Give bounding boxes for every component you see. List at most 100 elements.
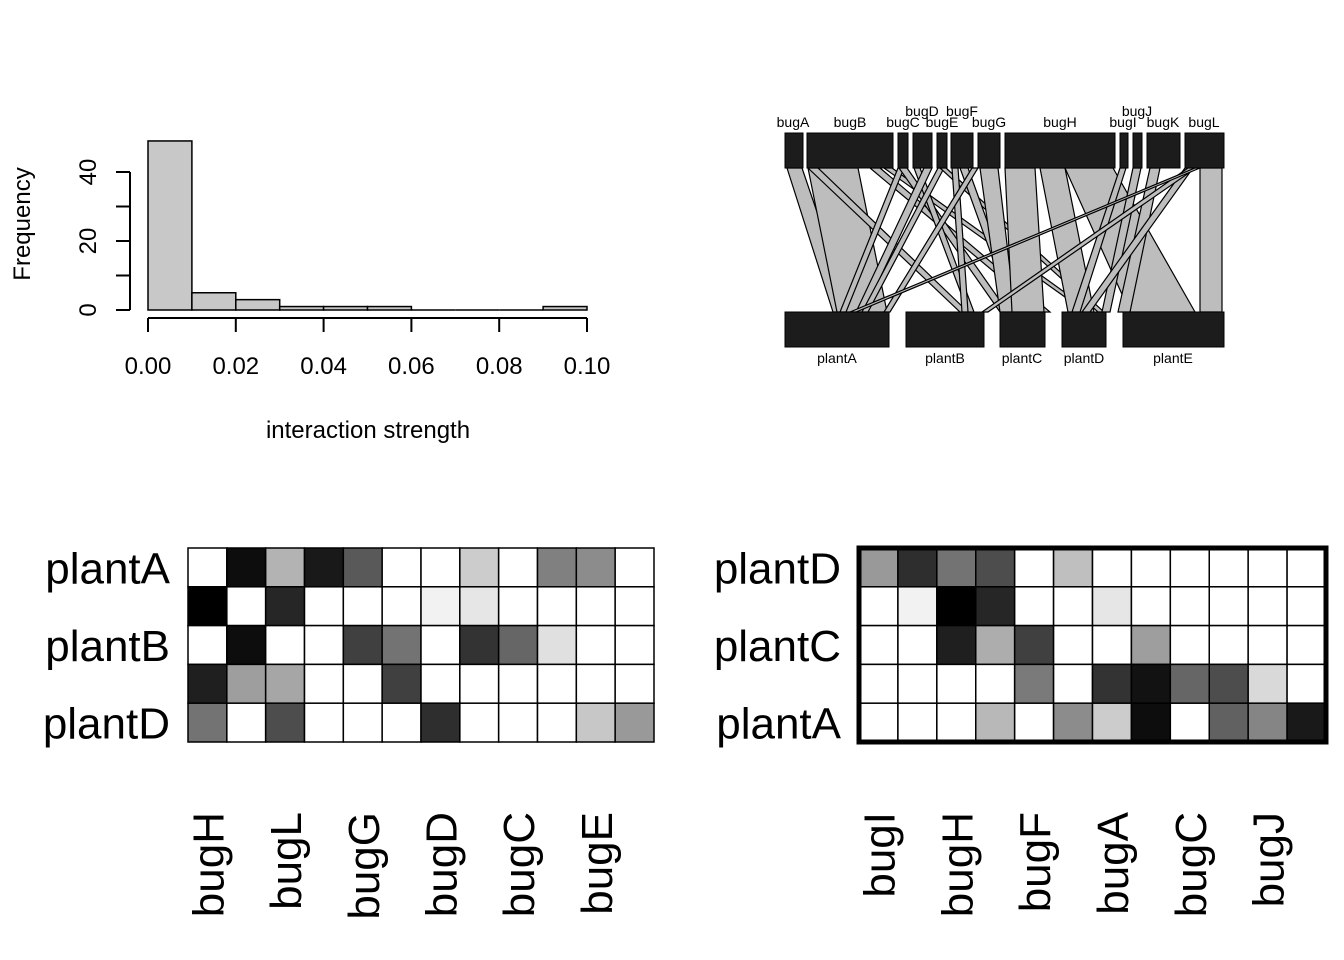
heatmap-cell	[1247, 663, 1288, 704]
upper-label: bugK	[1147, 114, 1180, 130]
heatmap-cell	[342, 547, 383, 588]
histogram-x-axis: 0.00 0.02 0.04 0.06 0.08 0.10	[125, 317, 611, 380]
heatmap-cell	[1013, 586, 1055, 627]
heatmap-cell	[1286, 586, 1327, 627]
heatmap-cell	[858, 702, 899, 743]
lower-label: plantE	[1153, 350, 1193, 366]
heatmap-cell	[1052, 547, 1094, 588]
heatmap-cell	[536, 624, 578, 666]
heatmap-cell	[381, 663, 422, 704]
heatmap-cell	[459, 702, 500, 743]
heatmap-cell	[303, 702, 345, 743]
heatmap-row-label: plantD	[714, 544, 841, 593]
heatmap-cell	[187, 586, 228, 627]
upper-label: bugF	[946, 103, 978, 119]
heatmap-cell	[975, 702, 1016, 743]
x-tick-label: 0.06	[388, 353, 435, 380]
heatmap-right-row-labels: plantD plantC plantA	[714, 544, 842, 748]
heatmap-cell	[381, 586, 422, 627]
heatmap-cell	[575, 586, 616, 627]
histogram-bar	[235, 298, 281, 311]
heatmap-cell	[1247, 624, 1288, 666]
heatmap-cell	[975, 624, 1016, 666]
heatmap-cell	[1052, 702, 1094, 743]
heatmap-cell	[1013, 624, 1055, 666]
heatmap-cell	[1013, 547, 1055, 588]
heatmap-cell	[936, 624, 977, 666]
heatmap-row-label: plantB	[45, 622, 170, 671]
heatmap-cell	[459, 547, 500, 588]
heatmap-cell	[420, 663, 461, 704]
heatmap-row-label: plantA	[716, 700, 841, 749]
heatmap-cell	[303, 624, 345, 666]
histogram-bar	[366, 305, 413, 311]
heatmap-cell	[303, 663, 345, 704]
heatmap-cell	[536, 663, 578, 704]
heatmap-row-label: plantD	[43, 700, 170, 749]
upper-level-blocks	[784, 132, 1225, 169]
upper-label: bugD	[905, 103, 938, 119]
heatmap-cell	[303, 547, 345, 588]
heatmap-cell	[264, 586, 306, 627]
heatmap-cell	[614, 586, 655, 627]
heatmap-cell	[1052, 663, 1094, 704]
heatmap-cell	[897, 586, 938, 627]
lower-label: plantC	[1002, 350, 1042, 366]
heatmap-cell	[264, 663, 306, 704]
heatmap-cell	[1091, 702, 1133, 743]
heatmap-cell	[187, 547, 228, 588]
heatmap-left-cells	[187, 547, 655, 743]
heatmap-cell	[1247, 547, 1288, 588]
x-tick-label: 0.10	[564, 353, 611, 380]
heatmap-right-border	[856, 545, 1329, 745]
heatmap-col-label: bugL	[262, 812, 311, 910]
heatmap-cell	[614, 547, 655, 588]
heatmap-cell	[1130, 702, 1172, 743]
heatmap-col-label: bugE	[573, 812, 622, 915]
heatmap-cell	[1169, 547, 1211, 588]
upper-label: bugH	[1043, 114, 1076, 130]
heatmap-cell	[497, 624, 539, 666]
heatmap-cell	[226, 547, 267, 588]
upper-label: bugC	[886, 114, 919, 130]
histogram-panel: 0.00 0.02 0.04 0.06 0.08 0.10 0 20 40 interacti…	[9, 140, 611, 444]
heatmap-cell	[858, 547, 899, 588]
heatmap-col-label: bugC	[495, 812, 544, 917]
histogram-bar	[191, 292, 237, 311]
heatmap-cell	[1091, 663, 1133, 704]
histogram-bars	[147, 140, 588, 311]
heatmap-cell	[1247, 702, 1288, 743]
heatmap-col-label: bugC	[1167, 812, 1216, 917]
heatmap-cell	[1208, 586, 1249, 627]
histogram-y-label: Frequency	[9, 167, 36, 280]
lower-level-blocks	[784, 311, 1225, 348]
heatmap-cell	[1169, 702, 1211, 743]
histogram-bar	[278, 305, 325, 311]
heatmap-cell	[1286, 702, 1327, 743]
y-tick-label: 20	[75, 228, 102, 255]
heatmap-cell	[975, 586, 1016, 627]
histogram-bar	[322, 305, 369, 311]
heatmap-cell	[420, 586, 461, 627]
heatmap-cell	[420, 624, 461, 666]
heatmap-col-label: bugA	[1089, 811, 1138, 914]
heatmap-cell	[975, 663, 1016, 704]
interaction-links	[786, 167, 1223, 313]
heatmap-cell	[303, 586, 345, 627]
heatmap-cell	[1052, 586, 1094, 627]
heatmap-cell	[575, 702, 616, 743]
heatmap-cell	[1169, 586, 1211, 627]
heatmap-cell	[575, 663, 616, 704]
x-tick-label: 0.08	[476, 353, 523, 380]
heatmap-cell	[1130, 624, 1172, 666]
heatmap-cell	[575, 547, 616, 588]
heatmap-col-label: bugF	[1011, 812, 1060, 912]
heatmap-cell	[187, 702, 228, 743]
heatmap-cell	[381, 702, 422, 743]
histogram-x-label: interaction strength	[266, 417, 470, 444]
heatmap-cell	[897, 702, 938, 743]
y-tick-label: 0	[75, 303, 102, 316]
heatmap-cell	[1286, 663, 1327, 704]
